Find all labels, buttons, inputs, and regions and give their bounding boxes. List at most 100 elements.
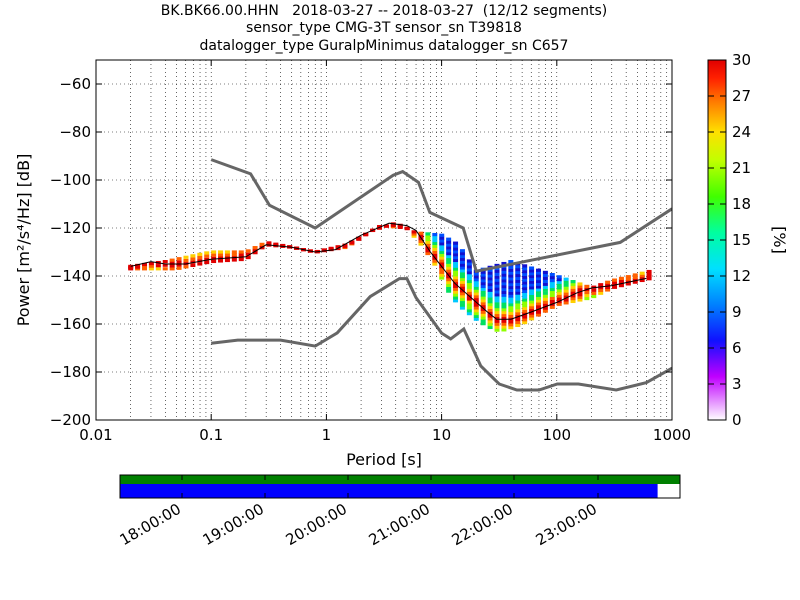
density-cell	[556, 277, 562, 282]
density-cell	[473, 283, 479, 287]
density-cell	[577, 287, 583, 291]
density-cell	[459, 297, 465, 302]
density-cell	[529, 266, 535, 270]
density-cell	[480, 293, 486, 297]
density-cell	[487, 271, 493, 275]
density-cell	[190, 254, 196, 258]
density-cell	[570, 299, 576, 304]
colorbar-tick-label: 9	[732, 303, 742, 321]
density-cell	[446, 272, 452, 276]
density-cell	[466, 259, 472, 263]
density-cell	[639, 271, 645, 275]
density-cell	[529, 303, 535, 307]
density-cell	[508, 311, 514, 315]
density-cell	[584, 296, 590, 301]
density-cell	[418, 234, 424, 238]
data-coverage-bar	[120, 484, 658, 498]
density-cell	[542, 303, 548, 307]
density-cell	[570, 285, 576, 289]
density-cell	[515, 306, 521, 310]
density-cell	[446, 283, 452, 287]
density-cell	[515, 323, 521, 328]
density-cell	[155, 264, 161, 268]
y-tick-label: −180	[50, 363, 91, 381]
density-cell	[570, 294, 576, 298]
density-cell	[522, 292, 528, 296]
colorbar-tick-label: 18	[732, 195, 751, 213]
time-tick-label: 23:00:00	[533, 500, 600, 549]
density-cell	[515, 288, 521, 292]
density-cell	[522, 264, 528, 268]
density-cell	[494, 296, 500, 300]
density-cell	[508, 294, 514, 298]
density-cell	[176, 257, 182, 261]
density-cell	[224, 258, 230, 263]
density-cell	[245, 249, 251, 253]
density-cell	[446, 269, 452, 273]
density-cell	[494, 269, 500, 273]
density-cell	[480, 307, 486, 311]
density-cell	[632, 273, 638, 277]
density-cell	[480, 273, 486, 277]
density-cell	[639, 274, 645, 278]
colorbar-tick-label: 3	[732, 375, 742, 393]
density-cell	[598, 291, 604, 295]
density-cell	[494, 313, 500, 318]
density-cell	[466, 312, 472, 316]
density-cell	[515, 291, 521, 295]
density-cell	[211, 253, 217, 257]
density-cell	[522, 272, 528, 277]
density-cell	[473, 314, 479, 318]
density-cell	[549, 293, 555, 297]
density-cell	[535, 271, 541, 275]
density-cell	[480, 313, 486, 317]
density-cell	[522, 269, 528, 274]
density-cell	[231, 258, 237, 262]
density-cell	[501, 305, 507, 309]
density-cell	[529, 308, 535, 312]
density-cell	[556, 302, 562, 306]
density-cell	[494, 272, 500, 276]
density-cell	[563, 292, 569, 296]
density-cell	[273, 242, 279, 246]
density-cell	[501, 270, 507, 274]
density-cell	[439, 242, 445, 246]
density-cell	[487, 282, 493, 287]
density-cell	[549, 284, 555, 289]
density-cell	[494, 263, 500, 268]
density-cell	[501, 328, 507, 332]
y-tick-label: −80	[59, 123, 91, 141]
density-cell	[535, 304, 541, 309]
density-cell	[135, 265, 141, 269]
density-cell	[231, 250, 237, 254]
colorbar-tick-label: 30	[732, 51, 751, 69]
density-cell	[280, 243, 286, 248]
density-cell	[577, 282, 583, 286]
density-cell	[453, 273, 459, 277]
density-cell	[549, 278, 555, 283]
density-cell	[522, 289, 528, 294]
density-cell	[501, 319, 507, 323]
density-cell	[535, 288, 541, 292]
density-cell	[418, 231, 424, 235]
density-cell	[142, 265, 148, 269]
density-cell	[515, 285, 521, 289]
density-cell	[466, 265, 472, 269]
y-tick-label: −60	[59, 75, 91, 93]
density-cell	[570, 288, 576, 292]
density-cell	[466, 297, 472, 301]
density-cell	[439, 273, 445, 277]
density-cell	[245, 252, 251, 256]
density-cell	[446, 254, 452, 259]
density-cell	[459, 277, 465, 281]
density-cell	[466, 271, 472, 275]
density-cell	[487, 317, 493, 321]
density-cell	[466, 306, 472, 310]
density-cell	[542, 285, 548, 289]
density-bands	[128, 222, 652, 332]
density-cell	[563, 283, 569, 287]
density-cell	[459, 254, 465, 259]
density-cell	[584, 293, 590, 298]
density-cell	[494, 305, 500, 309]
density-cell	[473, 297, 479, 302]
